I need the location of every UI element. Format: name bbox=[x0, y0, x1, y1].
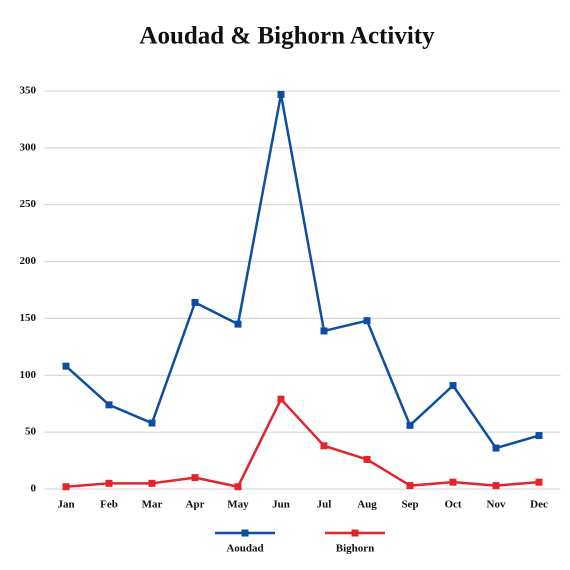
point bbox=[320, 442, 328, 450]
legend-marker bbox=[351, 529, 359, 537]
point bbox=[406, 482, 414, 490]
x-tick-label: Jan bbox=[57, 499, 74, 511]
legend-marker bbox=[241, 529, 249, 537]
y-tick-label: 50 bbox=[25, 426, 37, 438]
point bbox=[449, 382, 457, 390]
y-tick-label: 0 bbox=[31, 483, 37, 495]
x-tick-label: May bbox=[227, 499, 249, 511]
point bbox=[62, 362, 70, 370]
point bbox=[363, 455, 371, 463]
x-tick-label: Sep bbox=[401, 499, 418, 511]
point bbox=[234, 483, 242, 491]
point bbox=[535, 432, 543, 440]
chart-title: Aoudad & Bighorn Activity bbox=[139, 23, 435, 50]
point bbox=[492, 482, 500, 490]
legend-label: Bighorn bbox=[336, 543, 375, 555]
x-tick-label: Feb bbox=[100, 499, 118, 511]
x-tick-label: Nov bbox=[487, 499, 506, 511]
legend-label: Aoudad bbox=[226, 543, 263, 555]
point bbox=[105, 401, 113, 409]
point bbox=[234, 320, 242, 328]
y-tick-label: 300 bbox=[20, 141, 37, 153]
y-tick-label: 200 bbox=[20, 255, 37, 267]
series-line bbox=[65, 397, 540, 488]
point bbox=[148, 479, 156, 487]
point bbox=[148, 419, 156, 427]
point bbox=[105, 479, 113, 487]
x-tick-label: Aug bbox=[357, 499, 377, 511]
point bbox=[320, 327, 328, 335]
series-line bbox=[65, 93, 540, 450]
x-tick-label: Jul bbox=[317, 499, 332, 511]
point bbox=[492, 444, 500, 452]
point bbox=[535, 478, 543, 486]
y-tick-label: 150 bbox=[20, 312, 37, 324]
point bbox=[277, 395, 285, 403]
point bbox=[277, 90, 285, 98]
y-tick-label: 250 bbox=[20, 198, 37, 210]
y-tick-label: 100 bbox=[20, 369, 37, 381]
x-tick-label: Jun bbox=[272, 499, 290, 511]
point bbox=[62, 483, 70, 491]
point bbox=[363, 317, 371, 325]
x-tick-label: Oct bbox=[444, 499, 461, 511]
x-tick-label: Dec bbox=[530, 499, 548, 511]
point bbox=[406, 421, 414, 429]
y-tick-label: 350 bbox=[20, 85, 37, 97]
x-tick-label: Apr bbox=[186, 499, 205, 511]
x-tick-label: Mar bbox=[142, 499, 163, 511]
point bbox=[191, 299, 199, 307]
point bbox=[449, 478, 457, 486]
point bbox=[191, 474, 199, 482]
